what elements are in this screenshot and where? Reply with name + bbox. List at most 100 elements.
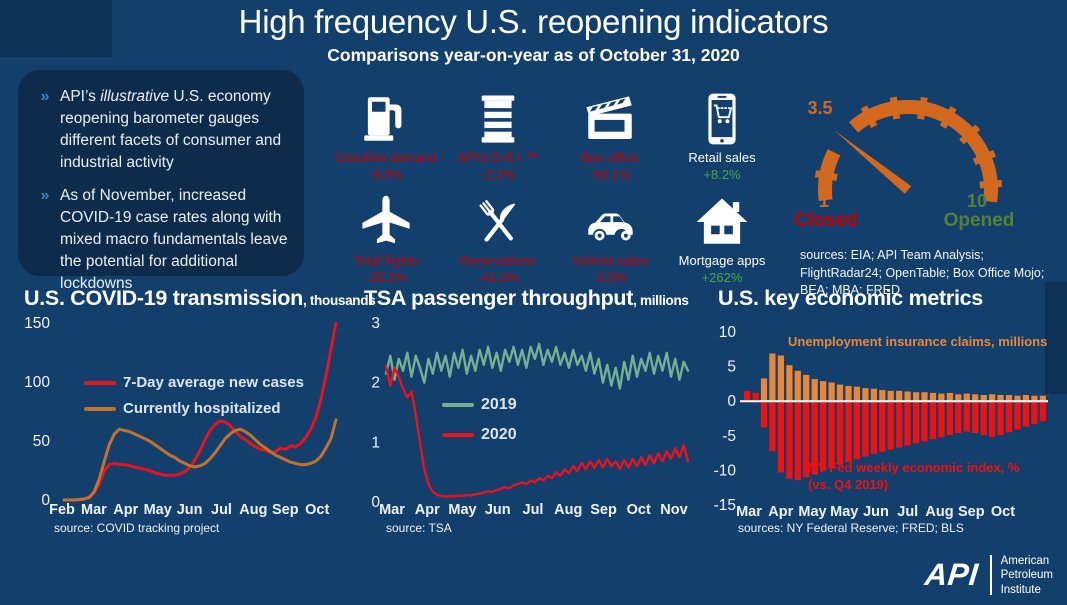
indicator-grid: Gasoline demand -8.9% API’s D-E-I ™ -2.3… — [330, 84, 778, 290]
indicator-label: Reservations — [460, 253, 536, 268]
gauge-max-label: Opened — [943, 210, 1015, 231]
svg-text:1: 1 — [371, 434, 380, 451]
indicator-label: Total flights — [353, 253, 419, 268]
indicator-label: Vehicle sales — [572, 253, 648, 268]
gauge-dial — [814, 96, 1003, 203]
economic-chart-source: sources: NY Federal Reserve; FRED; BLS — [738, 521, 964, 535]
svg-text:-5: -5 — [722, 428, 736, 445]
svg-text:2: 2 — [371, 375, 380, 392]
indicator-value: -8.9% — [369, 166, 403, 182]
indicator-value: -41.0% — [477, 269, 519, 285]
economic-chart: U.S. key economic metrics 10 5 0 -5 -10 -15 Ma… — [712, 286, 1062, 548]
indicator-gas-pump: Gasoline demand -8.9% — [330, 84, 442, 187]
legend-item: 7-Day average new cases — [84, 374, 304, 391]
svg-text:Feb: Feb — [49, 502, 75, 518]
indicator-utensils: Reservations -41.0% — [442, 187, 554, 290]
tsa-chart-plot: 0 1 2 3 Mar Apr May Jun Jul Aug Sep Oct Nov — [371, 315, 690, 518]
line-swatch — [442, 433, 474, 437]
svg-text:May: May — [798, 504, 826, 520]
covid-chart-source: source: COVID tracking project — [54, 521, 220, 535]
indicator-oil-barrel: API’s D-E-I ™ -2.3% — [442, 84, 554, 187]
svg-text:-10: -10 — [714, 462, 737, 479]
svg-text:0: 0 — [371, 494, 380, 511]
clapperboard-icon — [554, 86, 666, 148]
svg-text:0: 0 — [727, 393, 736, 410]
svg-text:Mar: Mar — [736, 504, 762, 520]
svg-text:Jun: Jun — [863, 504, 889, 520]
svg-text:Sep: Sep — [272, 502, 299, 518]
oil-barrel-icon — [442, 86, 554, 148]
indicator-value: +8.2% — [703, 166, 741, 182]
tsa-chart-legend: 2019 2020 — [442, 396, 517, 453]
svg-text:0: 0 — [41, 492, 50, 509]
line-swatch — [442, 403, 474, 407]
svg-text:Aug: Aug — [239, 502, 267, 518]
svg-text:Jul: Jul — [211, 502, 232, 518]
svg-text:Jul: Jul — [523, 502, 544, 518]
indicator-house: Mortgage apps +262% — [666, 187, 778, 290]
svg-text:Oct: Oct — [305, 502, 329, 518]
legend-item: Currently hospitalized — [84, 400, 304, 417]
indicator-value: -96.1% — [589, 166, 631, 182]
reopening-gauge: 3.5 1 Closed 10 Opened — [790, 84, 1050, 244]
car-icon — [554, 189, 666, 251]
page-subtitle: Comparisons year-on-year as of October 3… — [327, 45, 740, 65]
bullet-item: » As of November, increased COVID-19 cas… — [30, 185, 290, 295]
legend-label: 7-Day average new cases — [123, 374, 304, 391]
gauge-max: 10 — [966, 191, 988, 211]
line-swatch — [84, 406, 116, 411]
gauge-sources: sources: EIA; API Team Analysis; FlightR… — [800, 248, 1045, 297]
legend-item: 2020 — [442, 426, 517, 444]
svg-text:Mar: Mar — [379, 502, 405, 518]
indicator-car: Vehicle sales -3.5% — [554, 187, 666, 290]
bullet-item: » API’s illustrative U.S. economy reopen… — [30, 86, 290, 174]
svg-text:-15: -15 — [714, 497, 736, 514]
indicator-airplane: Total flights -25.2% — [330, 187, 442, 290]
svg-text:Oct: Oct — [627, 502, 651, 518]
legend-label: Currently hospitalized — [123, 400, 281, 417]
svg-text:Jun: Jun — [177, 502, 203, 518]
svg-text:3: 3 — [371, 315, 380, 332]
svg-text:Nov: Nov — [660, 502, 687, 518]
corner-shade-top-left — [0, 0, 112, 57]
svg-text:May: May — [830, 504, 858, 520]
indicator-label: Retail sales — [688, 150, 756, 165]
page-title: High frequency U.S. reopening indicators — [238, 3, 829, 40]
svg-text:Jul: Jul — [897, 504, 918, 520]
indicator-label: Gasoline demand — [335, 150, 437, 165]
gas-pump-icon — [330, 86, 442, 148]
indicator-value: +262% — [701, 269, 743, 285]
indicator-retail-phone: Retail sales +8.2% — [666, 84, 778, 187]
wei-annotation: NY Fed weekly economic index, % (vs. Q4 … — [808, 460, 1020, 492]
svg-text:May: May — [448, 502, 476, 518]
airplane-icon — [330, 189, 442, 251]
economic-chart-title: U.S. key economic metrics — [718, 286, 983, 310]
indicator-value: -3.5% — [593, 269, 627, 285]
svg-text:Jun: Jun — [485, 502, 511, 518]
indicator-label: API’s D-E-I ™ — [457, 150, 539, 165]
api-logo: API American Petroleum Institute — [923, 554, 1053, 597]
covid-chart: U.S. COVID-19 transmission, thousands 0 5… — [18, 286, 376, 548]
indicator-value: -25.2% — [365, 269, 407, 285]
covid-chart-plot: 0 50 100 150 Feb Mar Apr May Jun Jul Aug Sep Oct — [24, 315, 338, 518]
indicator-clapperboard: Box office -96.1% — [554, 84, 666, 187]
legend-label: 2020 — [481, 426, 517, 443]
svg-text:50: 50 — [33, 433, 51, 450]
gauge-min-label: Closed — [794, 210, 858, 231]
svg-text:Mar: Mar — [81, 502, 107, 518]
svg-text:150: 150 — [24, 315, 50, 332]
svg-text:Apr: Apr — [768, 504, 793, 520]
gauge-min: 1 — [818, 191, 829, 211]
api-logo-mark: API — [923, 557, 981, 593]
svg-text:5: 5 — [727, 359, 736, 376]
edge-shade-right — [1045, 282, 1067, 394]
indicator-value: -2.3% — [481, 166, 515, 182]
utensils-icon — [442, 189, 554, 251]
legend-item: 2019 — [442, 396, 517, 414]
svg-text:10: 10 — [719, 324, 737, 341]
summary-panel: » API’s illustrative U.S. economy reopen… — [18, 70, 304, 292]
indicator-label: Mortgage apps — [678, 253, 766, 268]
svg-text:May: May — [144, 502, 172, 518]
svg-text:100: 100 — [24, 374, 50, 391]
